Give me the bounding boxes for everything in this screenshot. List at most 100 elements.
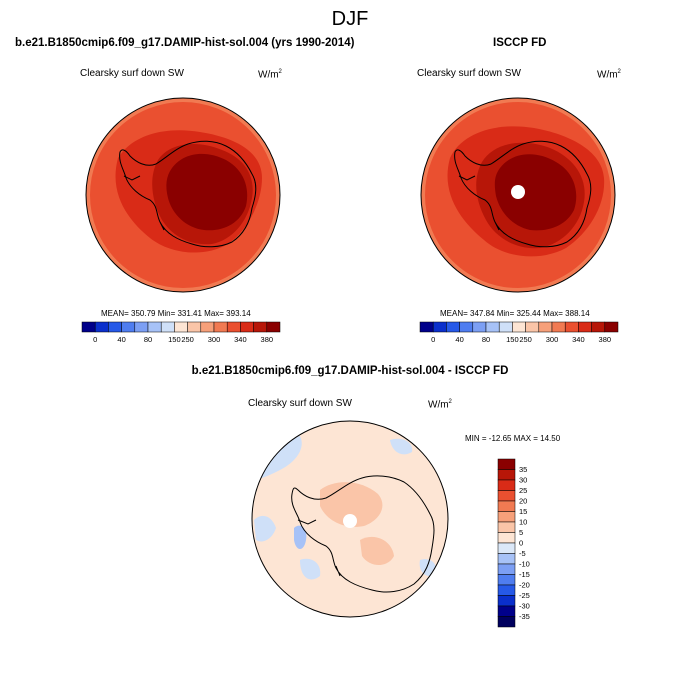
panel-1-stats: MEAN= 350.79 Min= 331.41 Max= 393.14 [101,309,251,318]
map-3-blue-patch-nw [255,436,302,480]
colorbar-swatch [134,321,149,333]
colorbar-swatch [472,321,487,333]
colorbar-swatch [564,321,579,333]
colorbar-tick-label: -25 [519,591,530,600]
colorbar-swatch [121,321,136,333]
panel-3-min-max: MIN = -12.65 MAX = 14.50 [465,434,561,443]
colorbar-swatch [459,321,474,333]
map-3-pole-gap [343,514,357,528]
colorbar-swatch [538,321,553,333]
panel-2-title: ISCCP FD [493,37,547,49]
colorbar-tick-label: 340 [572,335,585,344]
colorbar-swatch [187,321,202,333]
colorbar-swatch [497,595,516,607]
map-2-core-field [494,154,577,231]
map-1-coastline [119,140,257,248]
colorbar-swatch [497,584,516,596]
colorbar-swatch [266,321,281,333]
colorbar-tick-label: -35 [519,612,530,621]
colorbar-swatch [432,321,447,333]
map-2 [420,97,616,293]
colorbar-swatch [497,563,516,575]
colorbar-tick-label: 20 [519,497,527,506]
colorbar-swatch [226,321,241,333]
colorbar-swatch [551,321,566,333]
colorbar-tick-label: 380 [261,335,274,344]
panel-2-units: W/m2 [597,69,621,81]
colorbar-tick-label: 0 [93,335,97,344]
colorbar-tick-label: 40 [455,335,463,344]
panel-2-stats: MEAN= 347.84 Min= 325.44 Max= 388.14 [440,309,590,318]
colorbar-tick-label: 150 [168,335,181,344]
colorbar-tick-label: 15 [519,507,527,516]
colorbar-tick-label: 80 [144,335,152,344]
colorbar-swatch [446,321,460,333]
colorbar-tick-label: 0 [519,539,523,548]
map-2-coastline [454,140,592,248]
colorbar-tick-label: 250 [181,335,194,344]
map-3-coastline [291,475,435,593]
colorbar-swatch [419,321,434,333]
panel-3-variable: Clearsky surf down SW [248,398,352,409]
map-3-blue-patch-w [254,515,276,542]
map-3-blue-patch-sw [300,558,321,580]
map-3 [251,420,449,618]
colorbar-swatch [147,321,162,333]
colorbar-tick-label: 300 [208,335,221,344]
colorbar-tick-label: -30 [519,602,530,611]
panel-1-variable: Clearsky surf down SW [80,68,184,79]
colorbar-swatch [160,321,175,333]
panel-3-title: b.e21.B1850cmip6.f09_g17.DAMIP-hist-sol.… [191,365,509,377]
colorbar-swatch [497,521,516,533]
colorbar-swatch [497,479,516,491]
map-3-light-red-patch [320,482,383,527]
panel-1-units: W/m2 [258,69,282,81]
colorbar-tick-label: -10 [519,560,530,569]
colorbar-swatch [497,616,516,628]
colorbar-swatch [497,605,516,617]
colorbar-tick-label: 150 [506,335,519,344]
colorbar-tick-label: 5 [519,528,523,537]
colorbar-tick-label: 25 [519,486,527,495]
map-1-core-field [166,153,248,231]
colorbar-tick-label: 80 [482,335,490,344]
colorbar-swatch [497,532,516,544]
colorbar-swatch [485,321,500,333]
colorbar-swatch [497,469,516,481]
colorbar-swatch [253,321,268,333]
panel-2-variable: Clearsky surf down SW [417,68,521,79]
figure-title: DJF [331,8,369,30]
colorbar-tick-label: 10 [519,518,527,527]
colorbar-tick-label: 380 [599,335,612,344]
colorbar-swatch [578,321,592,333]
colorbar-swatch [591,321,606,333]
colorbar-tick-label: -20 [519,581,530,590]
map-1 [85,97,281,293]
colorbar-swatch [200,321,215,333]
map-3-blue-strong-patch [294,525,307,549]
colorbar-swatch [497,542,516,554]
colorbar-tick-label: -15 [519,570,530,579]
colorbar-tick-label: 340 [234,335,247,344]
colorbar-tick-label: 30 [519,476,527,485]
map-2-pole-gap [511,185,525,199]
colorbar-swatch [512,321,526,333]
colorbar-tick-label: 40 [117,335,125,344]
colorbar-swatch [497,500,516,512]
panel-2-colorbar: 0 40 80 150 250 300 340 380 [419,321,619,344]
colorbar-swatch [108,321,122,333]
colorbar-swatch [213,321,228,333]
colorbar-swatch [604,321,619,333]
colorbar-swatch [81,321,96,333]
colorbar-swatch [525,321,540,333]
colorbar-swatch [94,321,109,333]
colorbar-tick-label: 0 [431,335,435,344]
colorbar-swatch [174,321,188,333]
panel-3-units: W/m2 [428,399,452,411]
colorbar-tick-label: 250 [519,335,532,344]
colorbar-tick-label: -5 [519,549,526,558]
map-3-light-red-patch-2 [360,536,394,565]
colorbar-swatch [497,511,516,523]
